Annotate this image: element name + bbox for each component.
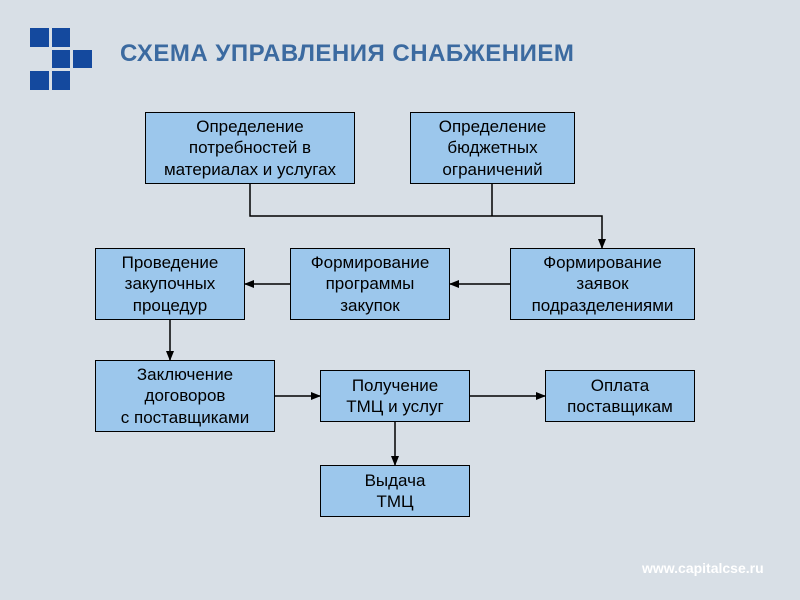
- logo-cell: [30, 28, 49, 47]
- footer-url: www.capitalcse.ru: [642, 560, 764, 576]
- logo-cell: [52, 71, 71, 90]
- logo-cell: [52, 28, 71, 47]
- logo-cell: [73, 28, 92, 47]
- flow-edge: [250, 184, 602, 248]
- flow-node-n2: Определение бюджетных ограничений: [410, 112, 575, 184]
- diagram-canvas: СХЕМА УПРАВЛЕНИЯ СНАБЖЕНИЕМ Определение …: [0, 0, 800, 600]
- logo-cell: [73, 71, 92, 90]
- logo-cell: [73, 50, 92, 69]
- flow-node-n6: Заключение договоров с поставщиками: [95, 360, 275, 432]
- flow-node-n5: Формирование заявок подразделениями: [510, 248, 695, 320]
- logo-cell: [30, 71, 49, 90]
- logo-cell: [30, 50, 49, 69]
- flow-node-n3: Проведение закупочных процедур: [95, 248, 245, 320]
- company-logo: [30, 28, 92, 90]
- flow-node-n8: Оплата поставщикам: [545, 370, 695, 422]
- flow-node-n1: Определение потребностей в материалах и …: [145, 112, 355, 184]
- logo-cell: [52, 50, 71, 69]
- flow-node-n4: Формирование программы закупок: [290, 248, 450, 320]
- flow-node-n7: Получение ТМЦ и услуг: [320, 370, 470, 422]
- page-title: СХЕМА УПРАВЛЕНИЯ СНАБЖЕНИЕМ: [120, 40, 574, 68]
- flow-node-n9: Выдача ТМЦ: [320, 465, 470, 517]
